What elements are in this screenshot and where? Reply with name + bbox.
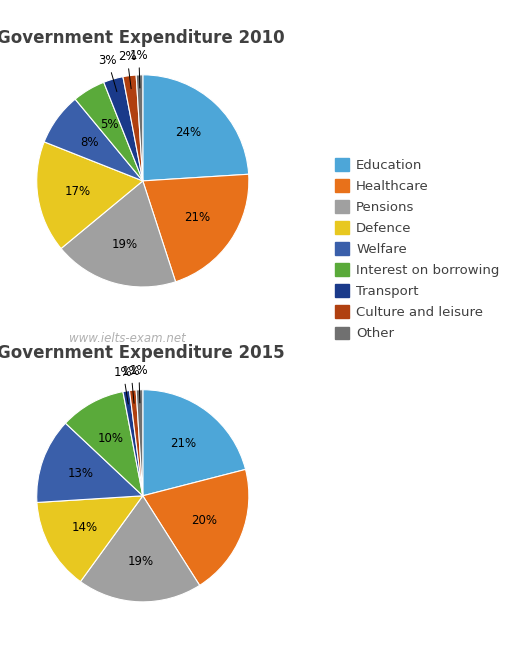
Text: Government Expenditure 2015: Government Expenditure 2015 [0,344,284,362]
Wedge shape [37,142,143,249]
Wedge shape [143,390,245,496]
Wedge shape [75,82,143,181]
Wedge shape [129,390,143,496]
Text: 19%: 19% [111,238,137,251]
Wedge shape [103,76,143,181]
Wedge shape [136,390,143,496]
Text: 24%: 24% [175,127,201,139]
Text: 1%: 1% [114,366,132,404]
Wedge shape [44,99,143,181]
Text: 21%: 21% [184,211,210,224]
Wedge shape [143,470,248,586]
Text: 5%: 5% [100,118,118,131]
Text: 17%: 17% [65,185,91,198]
Text: 20%: 20% [190,513,216,527]
Text: Government Expenditure 2010: Government Expenditure 2010 [0,29,284,47]
Wedge shape [61,181,175,287]
Legend: Education, Healthcare, Pensions, Defence, Welfare, Interest on borrowing, Transp: Education, Healthcare, Pensions, Defence… [330,154,502,344]
Wedge shape [143,75,248,181]
Wedge shape [143,174,248,282]
Wedge shape [37,423,143,502]
Wedge shape [65,391,143,496]
Text: 10%: 10% [98,431,124,445]
Text: 19%: 19% [127,555,154,568]
Text: 13%: 13% [68,467,94,480]
Text: 1%: 1% [129,364,148,403]
Wedge shape [123,75,143,181]
Text: 1%: 1% [129,50,148,88]
Text: 1%: 1% [122,364,140,403]
Text: 2%: 2% [118,50,136,88]
Wedge shape [37,496,143,582]
Text: 3%: 3% [98,54,117,92]
Text: 21%: 21% [169,438,196,450]
Text: www.ielts-exam.net: www.ielts-exam.net [69,332,185,345]
Wedge shape [136,75,143,181]
Text: 14%: 14% [72,521,98,534]
Wedge shape [123,391,143,496]
Wedge shape [80,496,199,602]
Text: 8%: 8% [80,136,99,149]
